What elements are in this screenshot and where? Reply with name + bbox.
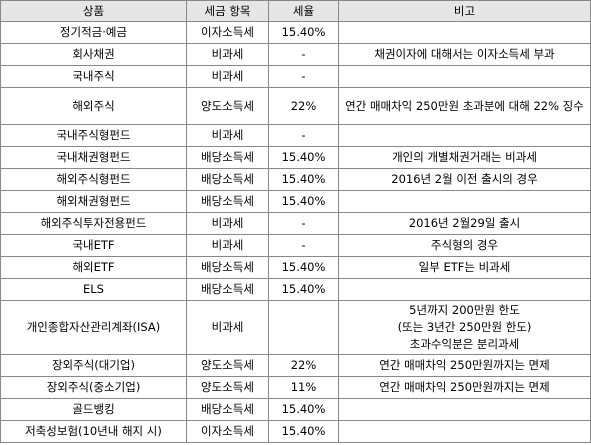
cell-tax: 이자소득세	[186, 21, 269, 44]
cell-product: 장외주식(중소기업)	[0, 376, 187, 399]
table-row: 국내주식 비과세 -	[0, 65, 591, 88]
cell-product: 해외ETF	[0, 256, 187, 279]
cell-rate: 11%	[268, 376, 339, 399]
cell-tax: 비과세	[186, 212, 269, 235]
table-row: 회사채권 비과세 - 채권이자에 대해서는 이자소득세 부과	[0, 43, 591, 66]
cell-rate: 15.40%	[268, 190, 339, 213]
cell-note: 개인의 개별채권거래는 비과세	[338, 146, 591, 169]
cell-rate: 22%	[268, 87, 339, 125]
header-tax-item: 세금 항목	[186, 0, 269, 22]
cell-rate: 15.40%	[268, 168, 339, 191]
cell-product: 국내주식형펀드	[0, 124, 187, 147]
table-row: 저축성보험(10년내 해지 시) 이자소득세 15.40%	[0, 420, 591, 443]
cell-rate: 15.40%	[268, 146, 339, 169]
cell-tax: 비과세	[186, 43, 269, 66]
table-row: 해외ETF 배당소득세 15.40% 일부 ETF는 비과세	[0, 256, 591, 279]
table-row: 개인종합자산관리계좌(ISA) 비과세 5년까지 200만원 한도 (또는 3년…	[0, 300, 591, 355]
cell-rate: -	[268, 212, 339, 235]
table-row: 해외주식투자전용펀드 비과세 - 2016년 2월29일 출시	[0, 212, 591, 235]
cell-note: 채권이자에 대해서는 이자소득세 부과	[338, 43, 591, 66]
cell-product: 국내주식	[0, 65, 187, 88]
cell-tax: 비과세	[186, 234, 269, 257]
cell-product: 회사채권	[0, 43, 187, 66]
cell-note	[338, 124, 591, 147]
table-row: 정기적금·예금 이자소득세 15.40%	[0, 21, 591, 44]
cell-rate: 15.40%	[268, 420, 339, 443]
table-row: 국내채권형펀드 배당소득세 15.40% 개인의 개별채권거래는 비과세	[0, 146, 591, 169]
cell-note	[338, 65, 591, 88]
cell-note: 연간 매매차익 250만원 초과분에 대해 22% 징수	[338, 87, 591, 125]
cell-note: 2016년 2월29일 출시	[338, 212, 591, 235]
cell-rate: -	[268, 43, 339, 66]
cell-rate: 22%	[268, 354, 339, 377]
header-rate: 세율	[268, 0, 339, 22]
table-row: 국내주식형펀드 비과세 -	[0, 124, 591, 147]
cell-product: ELS	[0, 278, 187, 301]
cell-product: 장외주식(대기업)	[0, 354, 187, 377]
cell-tax: 배당소득세	[186, 256, 269, 279]
cell-note	[338, 190, 591, 213]
cell-tax: 배당소득세	[186, 190, 269, 213]
cell-note: 연간 매매차익 250만원까지는 면제	[338, 376, 591, 399]
cell-rate: -	[268, 124, 339, 147]
cell-tax: 비과세	[186, 124, 269, 147]
cell-rate: 15.40%	[268, 398, 339, 421]
cell-tax: 양도소득세	[186, 376, 269, 399]
cell-note	[338, 278, 591, 301]
cell-note: 2016년 2월 이전 출시의 경우	[338, 168, 591, 191]
note-line: 5년까지 200만원 한도	[409, 303, 520, 317]
cell-note: 주식형의 경우	[338, 234, 591, 257]
cell-product: 저축성보험(10년내 해지 시)	[0, 420, 187, 443]
table-row: 국내ETF 비과세 - 주식형의 경우	[0, 234, 591, 257]
cell-rate: -	[268, 65, 339, 88]
table-row: 골드뱅킹 배당소득세 15.40%	[0, 398, 591, 421]
table-row: 해외채권형펀드 배당소득세 15.40%	[0, 190, 591, 213]
cell-tax: 배당소득세	[186, 398, 269, 421]
cell-tax: 배당소득세	[186, 278, 269, 301]
header-row: 상품 세금 항목 세율 비고	[0, 0, 591, 22]
table-row: ELS 배당소득세 15.40%	[0, 278, 591, 301]
cell-note: 연간 매매차익 250만원까지는 면제	[338, 354, 591, 377]
cell-note: 일부 ETF는 비과세	[338, 256, 591, 279]
cell-product: 해외주식투자전용펀드	[0, 212, 187, 235]
cell-rate: -	[268, 234, 339, 257]
cell-product: 해외주식형펀드	[0, 168, 187, 191]
cell-note: 5년까지 200만원 한도 (또는 3년간 250만원 한도) 초과수익분은 분…	[338, 300, 591, 355]
header-product: 상품	[0, 0, 187, 22]
cell-product: 정기적금·예금	[0, 21, 187, 44]
cell-product: 골드뱅킹	[0, 398, 187, 421]
cell-product: 국내채권형펀드	[0, 146, 187, 169]
table-row: 장외주식(대기업) 양도소득세 22% 연간 매매차익 250만원까지는 면제	[0, 354, 591, 377]
cell-tax: 배당소득세	[186, 168, 269, 191]
cell-rate: 15.40%	[268, 278, 339, 301]
cell-rate: 15.40%	[268, 21, 339, 44]
cell-note	[338, 398, 591, 421]
table-row: 장외주식(중소기업) 양도소득세 11% 연간 매매차익 250만원까지는 면제	[0, 376, 591, 399]
note-line: 초과수익분은 분리과세	[409, 337, 520, 351]
table-row: 해외주식형펀드 배당소득세 15.40% 2016년 2월 이전 출시의 경우	[0, 168, 591, 191]
cell-tax: 배당소득세	[186, 146, 269, 169]
cell-tax: 이자소득세	[186, 420, 269, 443]
cell-tax: 양도소득세	[186, 354, 269, 377]
cell-tax: 비과세	[186, 300, 269, 355]
note-line: (또는 3년간 250만원 한도)	[397, 320, 532, 334]
cell-note	[338, 420, 591, 443]
cell-rate: 15.40%	[268, 256, 339, 279]
cell-tax: 비과세	[186, 65, 269, 88]
table-row: 해외주식 양도소득세 22% 연간 매매차익 250만원 초과분에 대해 22%…	[0, 87, 591, 125]
cell-note	[338, 21, 591, 44]
cell-product: 해외채권형펀드	[0, 190, 187, 213]
cell-product: 개인종합자산관리계좌(ISA)	[0, 300, 187, 355]
cell-product: 해외주식	[0, 87, 187, 125]
cell-tax: 양도소득세	[186, 87, 269, 125]
cell-product: 국내ETF	[0, 234, 187, 257]
header-note: 비고	[338, 0, 591, 22]
cell-rate	[268, 300, 339, 355]
